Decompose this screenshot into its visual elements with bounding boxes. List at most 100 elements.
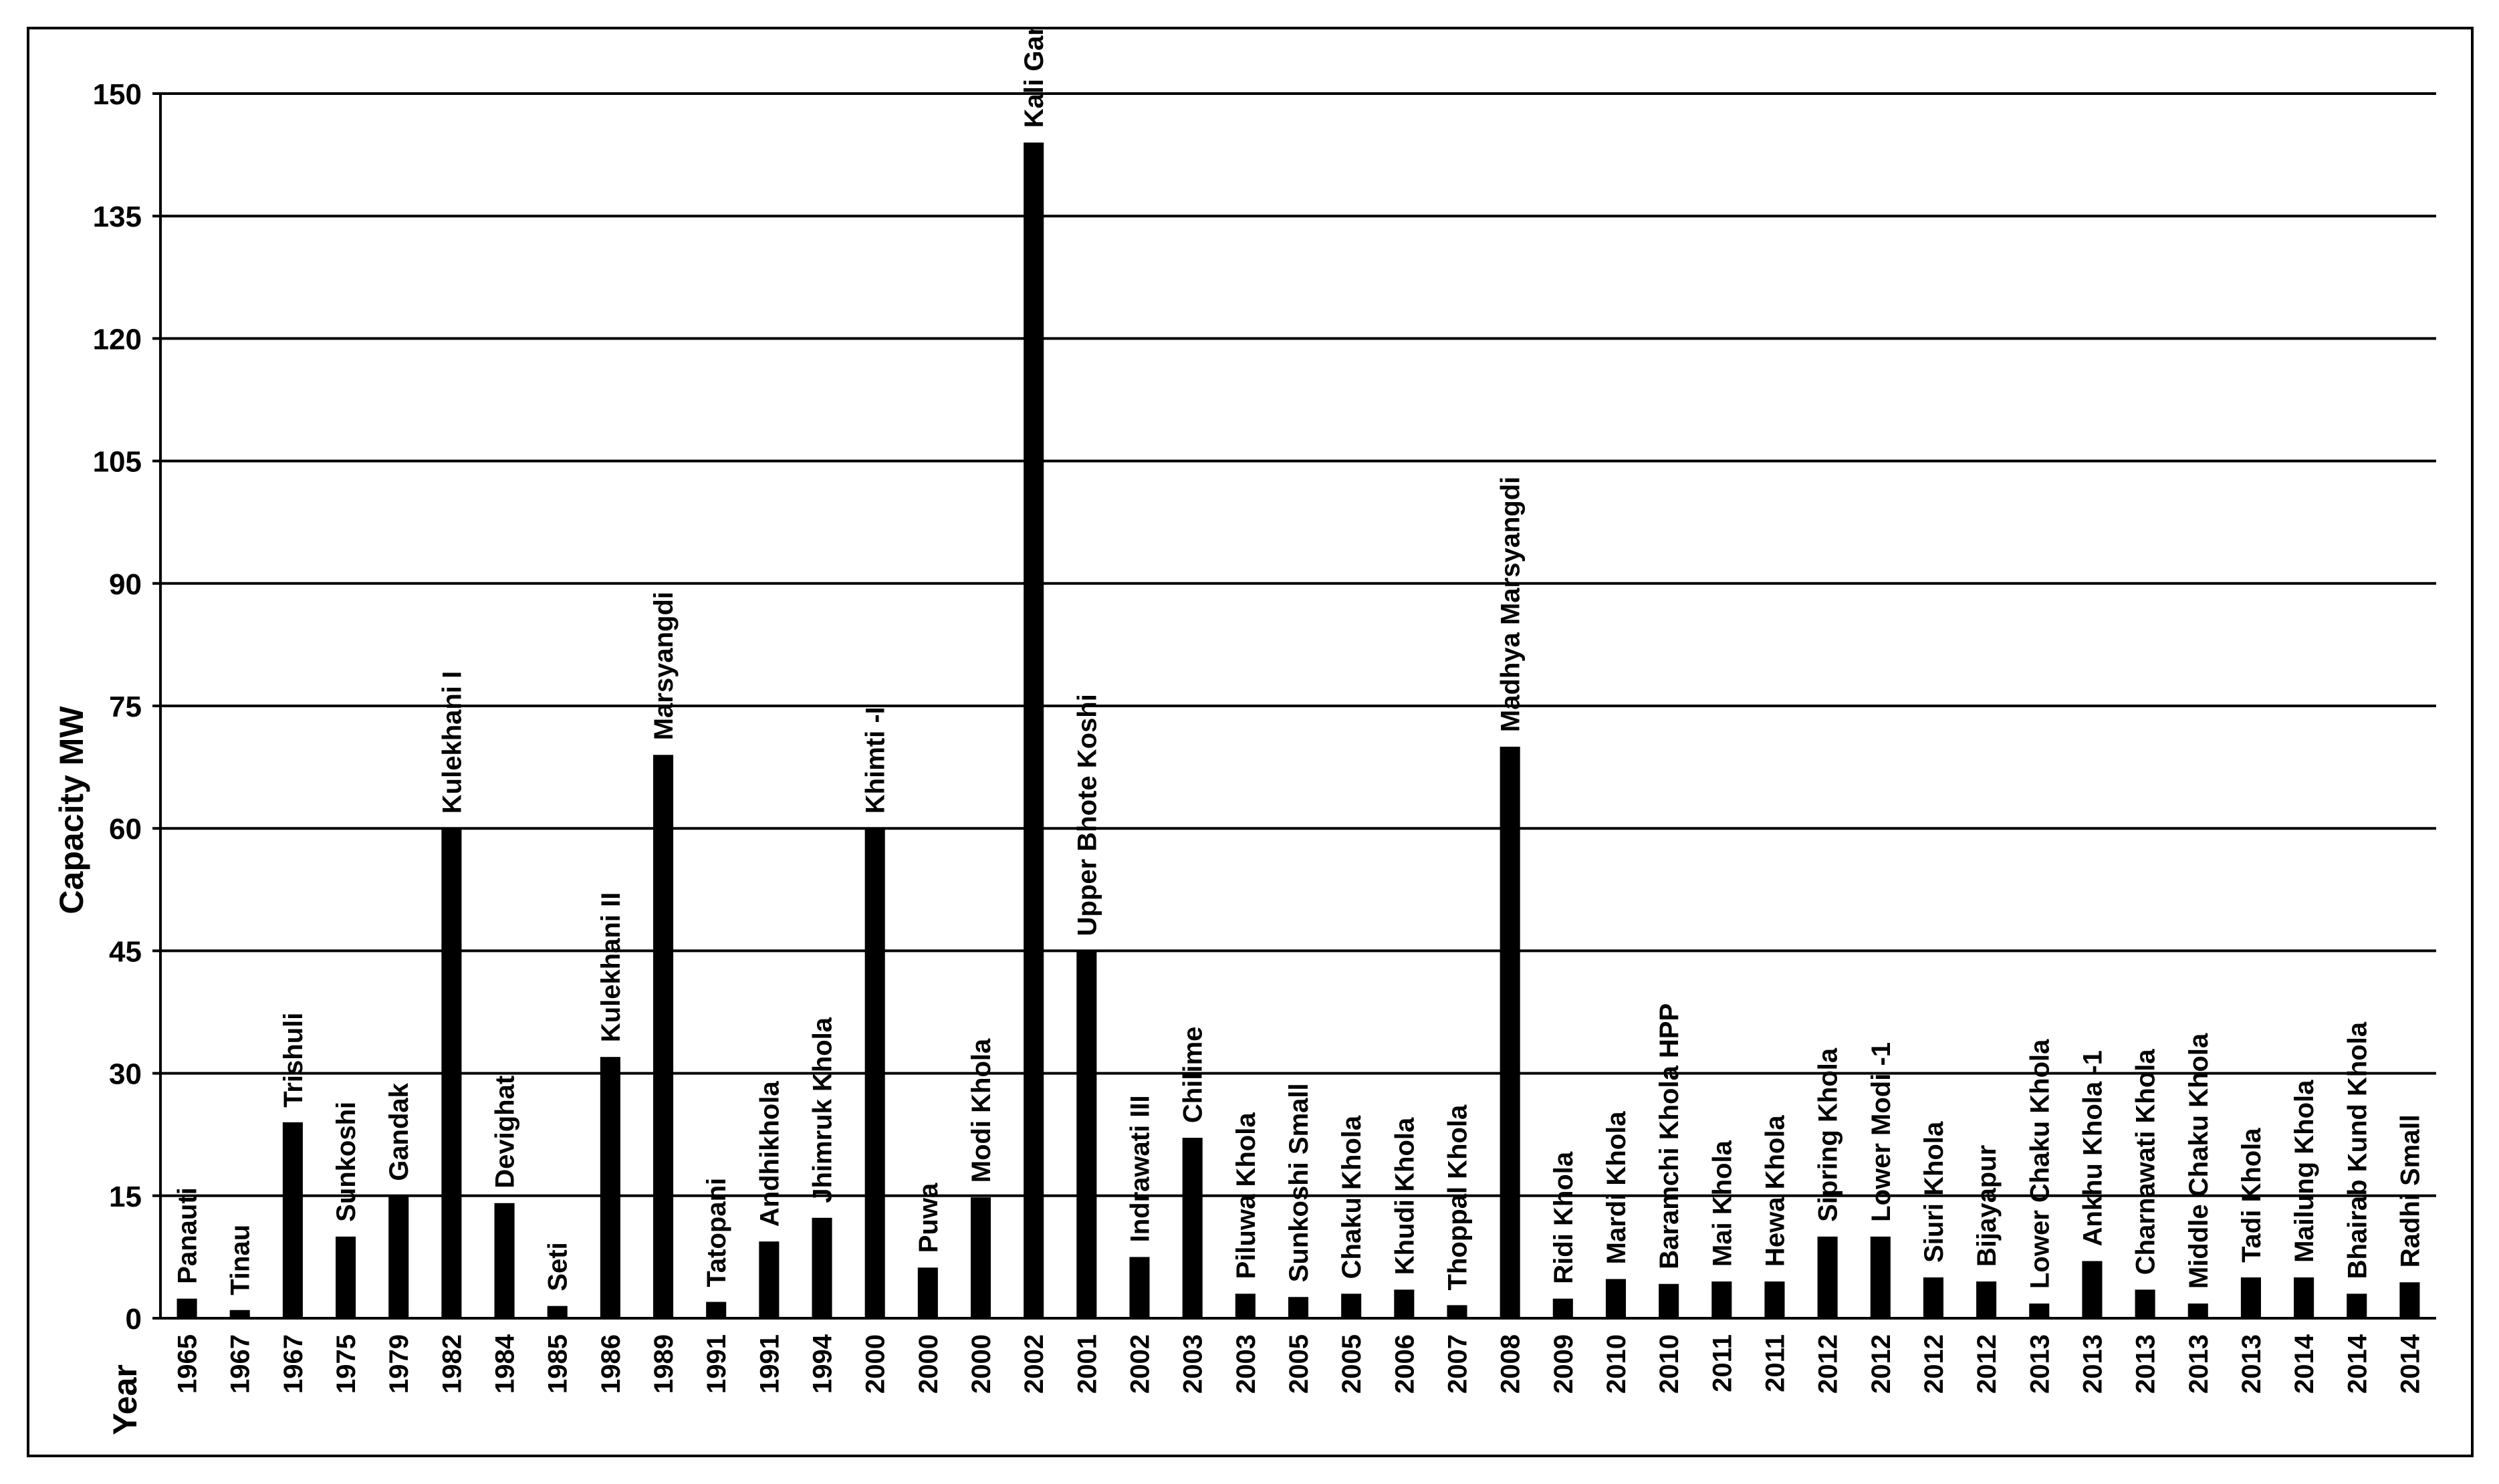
- bar-label: Indrawati III: [1126, 1095, 1155, 1242]
- x-tick-label: 2009: [1549, 1334, 1578, 1394]
- bar-label: Charnawati Khola: [2131, 1049, 2161, 1275]
- x-tick-labels: 1965 1967 1967 1975 1979 1982 1984 1985 1986 1989…: [173, 1334, 2425, 1394]
- x-tick-label: 2005: [1284, 1334, 1314, 1394]
- bar: [600, 1057, 620, 1318]
- x-tick-label: 1989: [649, 1334, 679, 1394]
- y-tick-label: 0: [126, 1303, 142, 1336]
- bar: [176, 1298, 197, 1318]
- bar-label: Trishuli: [279, 1013, 308, 1108]
- bar: [864, 828, 885, 1318]
- bar-label: Baramchi Khola HPP: [1655, 1003, 1684, 1269]
- bar: [2240, 1277, 2261, 1318]
- x-tick-label: 2014: [2343, 1334, 2372, 1394]
- bar-chart: 0 15 30 45 60 75 90 105 120 135 150 Panauti Tinau Tr…: [53, 29, 2436, 1435]
- x-tick-label: 2012: [1814, 1334, 1843, 1394]
- bar-label: Piluwa Khola: [1231, 1112, 1261, 1279]
- bar-label: Radhi Small: [2395, 1114, 2425, 1267]
- x-tick-label: 2013: [2184, 1334, 2214, 1394]
- bar: [1764, 1281, 1785, 1318]
- x-tick-label: 1986: [596, 1334, 626, 1394]
- x-tick-label: 2002: [1126, 1334, 1155, 1394]
- bar-label: Khimti -I: [861, 707, 890, 814]
- bar-label: Khudi Khola: [1390, 1117, 1419, 1275]
- x-axis-title: Year: [106, 1364, 144, 1435]
- x-tick-label: 1965: [173, 1334, 203, 1394]
- x-tick-label: 2003: [1179, 1334, 1208, 1394]
- x-tick-label: 1991: [702, 1334, 731, 1394]
- x-tick-label: 2005: [1337, 1334, 1366, 1394]
- bar: [1500, 747, 1520, 1318]
- bar: [1659, 1283, 1679, 1318]
- x-tick-label: 1967: [279, 1334, 308, 1394]
- bar: [2347, 1293, 2367, 1318]
- y-tick-label: 120: [93, 323, 142, 356]
- y-tick-label: 135: [93, 201, 142, 233]
- bar-labels: Panauti Tinau Trishuli Sunkoshi Gandak Kulekh…: [173, 29, 2425, 1295]
- bar: [917, 1267, 938, 1318]
- bar-label: Puwa: [914, 1183, 943, 1253]
- y-tick-label: 90: [109, 568, 142, 601]
- x-tick-label: 2000: [967, 1334, 996, 1394]
- x-tick-label: 2003: [1231, 1334, 1261, 1394]
- x-tick-label: 1982: [437, 1334, 467, 1394]
- x-tick-label: 1991: [755, 1334, 784, 1394]
- bar: [388, 1195, 409, 1318]
- bar-label: Sunkoshi: [332, 1102, 361, 1222]
- y-axis-title: Capacity MW: [53, 706, 90, 914]
- x-tick-label: 2010: [1655, 1334, 1684, 1394]
- x-tick-label: 2006: [1390, 1334, 1419, 1394]
- bar-label: Marsyangdi: [649, 592, 679, 740]
- bar-label: Kulekhani II: [596, 892, 626, 1043]
- x-tick-label: 2000: [914, 1334, 943, 1394]
- y-tick-label: 75: [109, 691, 142, 723]
- y-tick-labels: 0 15 30 45 60 75 90 105 120 135 150: [93, 78, 142, 1336]
- bar: [336, 1236, 356, 1318]
- x-tick-label: 1984: [491, 1334, 520, 1394]
- bar: [1711, 1281, 1732, 1318]
- y-tick-label: 45: [109, 935, 142, 968]
- bar-label: Middle Chaku Khola: [2184, 1033, 2214, 1289]
- bar-label: Mai Khola: [1707, 1140, 1737, 1267]
- x-tick-label: 1994: [808, 1334, 838, 1394]
- bars: [176, 142, 2420, 1318]
- x-tick-label: 2000: [861, 1334, 890, 1394]
- bar-label: Siuri Khola: [1919, 1121, 1949, 1263]
- x-tick-label: 2008: [1496, 1334, 1526, 1394]
- y-tick-label: 150: [93, 78, 142, 111]
- bar-label: Chaku Khola: [1337, 1115, 1366, 1279]
- bar: [1870, 1236, 1891, 1318]
- bar: [2029, 1304, 2050, 1318]
- x-tick-label: 1967: [226, 1334, 255, 1394]
- bar: [494, 1203, 515, 1318]
- bar-label: Ridi Khola: [1549, 1151, 1578, 1284]
- bar: [1923, 1277, 1943, 1318]
- x-tick-label: 1985: [544, 1334, 573, 1394]
- y-tick-label: 15: [109, 1181, 142, 1213]
- bar: [1076, 951, 1097, 1318]
- bar-label: Bhairab Kund Khola: [2343, 1021, 2372, 1279]
- bar-label: Upper Bhote Koshi: [1072, 694, 1102, 936]
- bar: [1129, 1257, 1150, 1318]
- x-tick-label: 2013: [2131, 1334, 2161, 1394]
- x-tick-label: 2007: [1443, 1334, 1472, 1394]
- x-tick-label: 2014: [2395, 1334, 2425, 1394]
- bar: [1024, 142, 1044, 1318]
- bar-label: Mardi Khola: [1602, 1111, 1631, 1265]
- bar: [229, 1310, 250, 1318]
- bar: [1605, 1279, 1627, 1318]
- bar-label: Jhimruk Khola: [808, 1017, 838, 1203]
- bar: [653, 755, 674, 1318]
- x-tick-label: 2010: [1602, 1334, 1631, 1394]
- x-tick-label: 2002: [1020, 1334, 1049, 1394]
- bar-label: Andhikhola: [755, 1081, 784, 1227]
- bar-label: Tadi Khola: [2237, 1128, 2266, 1263]
- bar: [970, 1197, 991, 1318]
- y-tick-label: 60: [109, 813, 142, 846]
- bar: [1288, 1297, 1309, 1318]
- bar: [1341, 1293, 1362, 1318]
- bar-label: Panauti: [173, 1187, 203, 1283]
- x-tick-label: 2012: [1867, 1334, 1896, 1394]
- bar-label: Tinau: [226, 1225, 255, 1295]
- bar-label: Sipring Khola: [1814, 1047, 1843, 1222]
- bar: [2082, 1261, 2103, 1318]
